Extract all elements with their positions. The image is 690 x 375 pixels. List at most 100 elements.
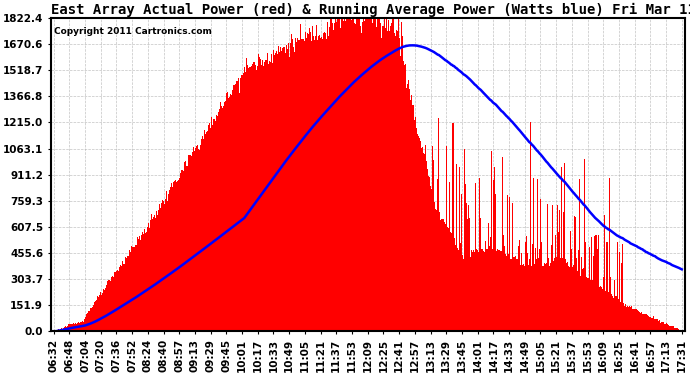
- Bar: [436, 210, 437, 331]
- Bar: [591, 237, 592, 331]
- Bar: [563, 212, 564, 331]
- Bar: [350, 18, 351, 331]
- Bar: [624, 306, 625, 331]
- Bar: [256, 70, 257, 331]
- Bar: [633, 309, 635, 331]
- Bar: [297, 38, 298, 331]
- Bar: [565, 259, 566, 331]
- Bar: [545, 264, 546, 331]
- Bar: [625, 304, 626, 331]
- Bar: [103, 289, 104, 331]
- Bar: [128, 256, 130, 331]
- Bar: [378, 18, 380, 331]
- Bar: [629, 306, 630, 331]
- Bar: [301, 39, 302, 331]
- Bar: [638, 311, 640, 331]
- Bar: [589, 247, 590, 331]
- Bar: [404, 66, 405, 331]
- Bar: [371, 22, 373, 331]
- Bar: [500, 251, 501, 331]
- Bar: [191, 156, 193, 331]
- Bar: [233, 85, 235, 331]
- Bar: [260, 60, 261, 331]
- Bar: [585, 242, 586, 331]
- Bar: [508, 254, 509, 331]
- Bar: [295, 38, 296, 331]
- Bar: [228, 97, 230, 331]
- Bar: [576, 258, 578, 331]
- Bar: [219, 109, 220, 331]
- Bar: [226, 92, 228, 331]
- Bar: [549, 266, 550, 331]
- Bar: [553, 259, 555, 331]
- Bar: [101, 293, 103, 331]
- Bar: [220, 102, 221, 331]
- Text: East Array Actual Power (red) & Running Average Power (Watts blue) Fri Mar 11 17: East Array Actual Power (red) & Running …: [51, 3, 690, 17]
- Bar: [356, 18, 357, 331]
- Bar: [319, 35, 320, 331]
- Bar: [118, 270, 119, 331]
- Bar: [379, 18, 380, 331]
- Bar: [58, 328, 59, 331]
- Bar: [365, 18, 366, 331]
- Bar: [288, 57, 290, 331]
- Bar: [627, 306, 628, 331]
- Bar: [73, 323, 75, 331]
- Bar: [591, 280, 593, 331]
- Bar: [346, 18, 348, 331]
- Bar: [533, 264, 535, 331]
- Bar: [520, 265, 521, 331]
- Bar: [406, 88, 407, 331]
- Bar: [381, 38, 382, 331]
- Bar: [340, 28, 341, 331]
- Bar: [641, 312, 642, 331]
- Bar: [280, 47, 281, 331]
- Bar: [653, 319, 655, 331]
- Bar: [460, 243, 461, 331]
- Bar: [426, 161, 427, 331]
- Bar: [285, 53, 286, 331]
- Bar: [174, 182, 175, 331]
- Bar: [601, 287, 602, 331]
- Bar: [542, 266, 543, 331]
- Bar: [390, 26, 391, 331]
- Bar: [658, 321, 660, 331]
- Bar: [670, 326, 671, 331]
- Bar: [80, 322, 81, 331]
- Bar: [77, 323, 78, 331]
- Bar: [114, 272, 115, 331]
- Bar: [663, 322, 664, 331]
- Bar: [461, 194, 462, 331]
- Bar: [254, 62, 255, 331]
- Bar: [204, 130, 205, 331]
- Bar: [325, 33, 326, 331]
- Bar: [134, 248, 135, 331]
- Bar: [130, 252, 131, 331]
- Bar: [479, 178, 480, 331]
- Bar: [158, 210, 159, 331]
- Bar: [257, 66, 258, 331]
- Bar: [185, 161, 186, 331]
- Bar: [483, 251, 484, 331]
- Bar: [480, 218, 481, 331]
- Bar: [538, 258, 540, 331]
- Bar: [408, 89, 410, 331]
- Bar: [507, 195, 508, 331]
- Bar: [510, 259, 511, 331]
- Bar: [261, 64, 262, 331]
- Bar: [199, 150, 200, 331]
- Bar: [397, 32, 398, 331]
- Bar: [647, 315, 648, 331]
- Bar: [402, 36, 403, 331]
- Bar: [286, 48, 288, 331]
- Bar: [336, 22, 337, 331]
- Bar: [248, 69, 250, 331]
- Bar: [377, 18, 378, 331]
- Bar: [431, 147, 433, 331]
- Bar: [255, 65, 256, 331]
- Bar: [317, 40, 318, 331]
- Bar: [263, 66, 264, 331]
- Bar: [415, 117, 416, 331]
- Bar: [426, 169, 428, 331]
- Bar: [528, 265, 529, 331]
